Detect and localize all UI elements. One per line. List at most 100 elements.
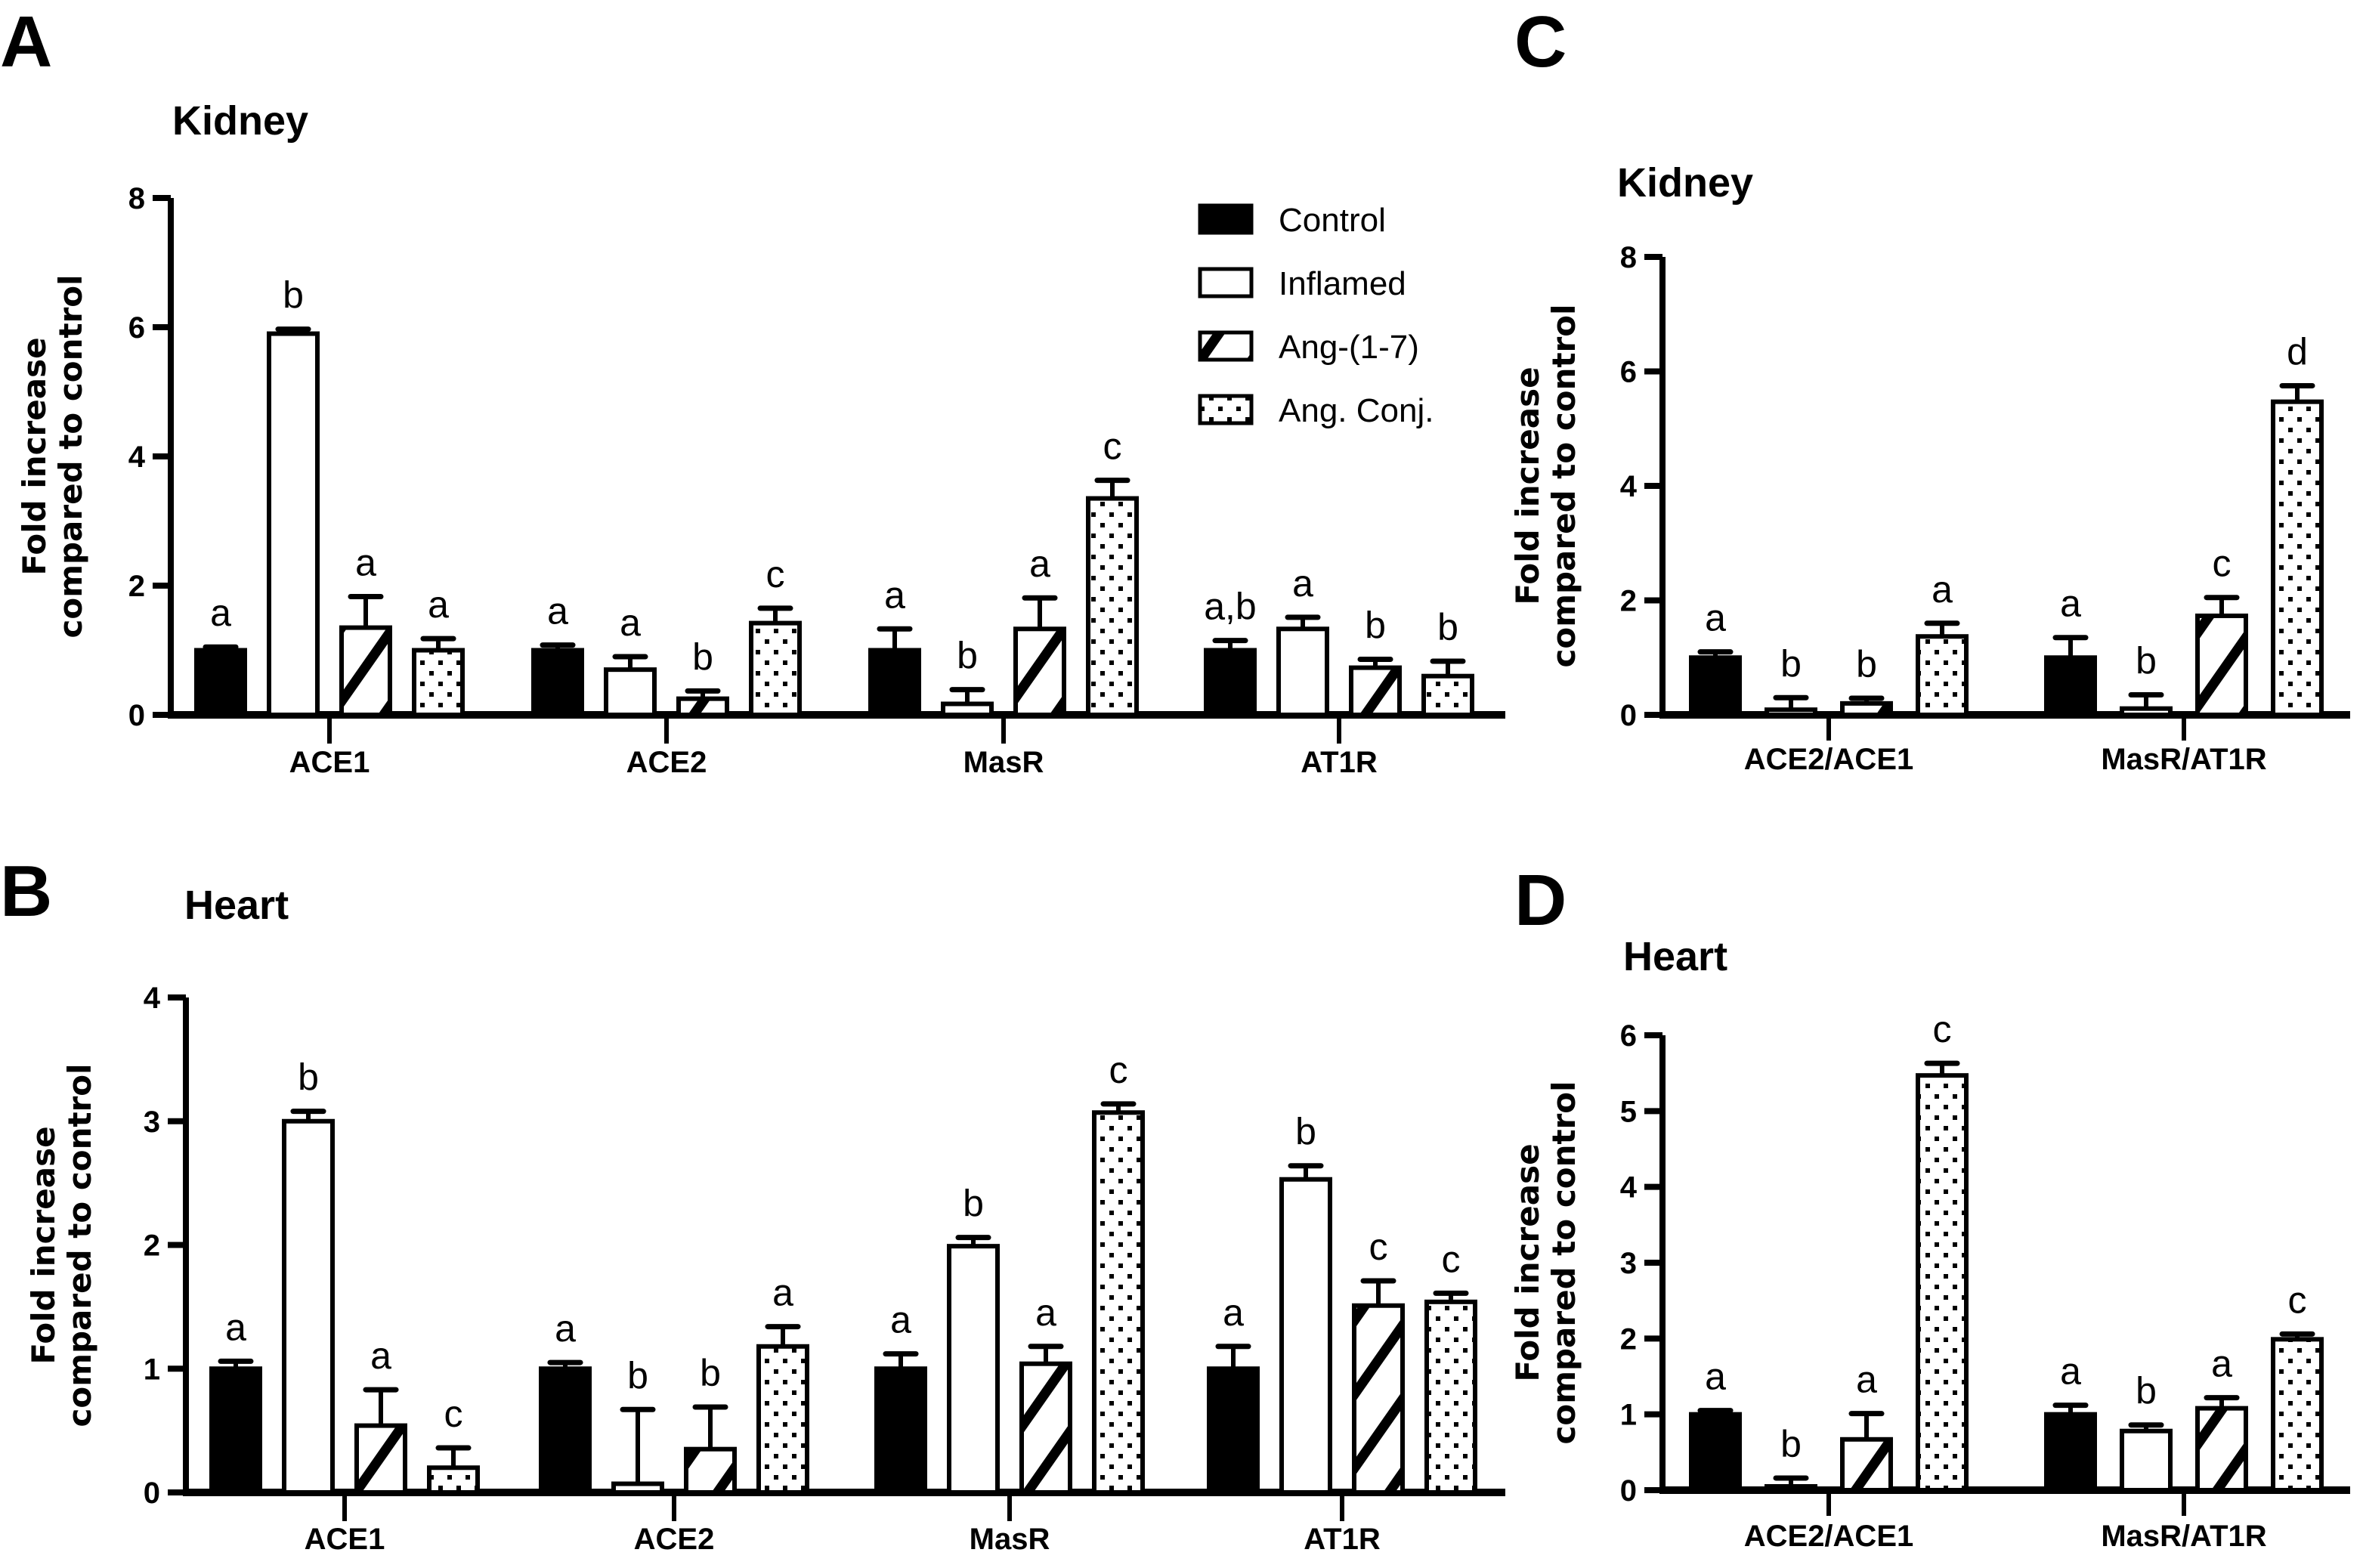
panel-a-significance-label: b	[283, 274, 304, 317]
panel-c-significance-label: b	[1780, 642, 1802, 685]
panel-d-significance-label: b	[2136, 1370, 2157, 1412]
panel-d-y-tick-label: 4	[1620, 1171, 1638, 1205]
panel-b-significance-label: a	[1035, 1291, 1056, 1334]
panel-d-bar-ang17	[1840, 1437, 1893, 1492]
panel-c-significance-label: a	[2060, 583, 2081, 625]
panel-b-category-label: ACE2	[634, 1523, 715, 1556]
panel-b-y-axis-label: Fold increasecompared to control	[25, 1063, 98, 1427]
legend-swatch-ang17	[1198, 330, 1254, 362]
legend-label-angconj: Ang. Conj.	[1279, 392, 1434, 429]
panel-c-significance-label: b	[2136, 639, 2157, 682]
panel-c-bar-control	[2044, 655, 2097, 717]
panel-b-bar-inflamed	[611, 1481, 664, 1495]
panel-d-category-label: ACE2/ACE1	[1744, 1520, 1914, 1553]
panel-a-y-axis-label: Fold increasecompared to control	[16, 274, 89, 638]
panel-b-bar-angconj	[756, 1344, 809, 1495]
panel-b-significance-label: b	[700, 1352, 721, 1394]
legend-swatch-angconj	[1198, 394, 1254, 425]
panel-a-bar-angconj	[1086, 496, 1139, 717]
legend-swatch-inflamed	[1198, 267, 1254, 298]
panel-a-significance-label: b	[1437, 606, 1458, 648]
panel-a-bar-ang17	[339, 625, 392, 718]
panel-a-bar-inflamed	[267, 331, 320, 717]
panel-d-significance-label: c	[2288, 1279, 2307, 1321]
panel-d-significance-label: a	[1856, 1359, 1877, 1401]
panel-c-kidney-ratios: C Kidney 0 2 4 6 8 Fold increasecompared to c…	[1509, 2, 2350, 776]
panel-a-bar-ang17	[676, 696, 729, 717]
panel-a-significance-label: b	[1365, 604, 1386, 646]
panel-b-significance-label: b	[963, 1183, 984, 1225]
panel-d-y-tick-label: 1	[1620, 1399, 1637, 1432]
panel-letter-b: B	[0, 851, 52, 932]
panel-a-bar-inflamed	[941, 701, 994, 718]
panel-d-bar-control	[1689, 1412, 1742, 1492]
panel-b-bar-control	[209, 1366, 262, 1495]
panel-a-bar-control	[194, 648, 247, 717]
panel-d-y-tick-label: 6	[1620, 1019, 1637, 1053]
panel-a-significance-label: a	[355, 542, 376, 584]
panel-d-y-axis-label: Fold increasecompared to control	[1509, 1081, 1582, 1444]
panel-b-category-label: ACE1	[305, 1523, 385, 1556]
panel-letter-d: D	[1514, 860, 1567, 941]
panel-d-bar-ang17	[2195, 1406, 2248, 1493]
panel-a-y-tick-label: 4	[128, 441, 146, 474]
panel-a-y-tick-label: 2	[128, 570, 145, 603]
panel-b-significance-label: c	[1109, 1049, 1128, 1091]
panel-b-category-label: AT1R	[1304, 1523, 1381, 1556]
panel-c-significance-label: a	[1932, 568, 1953, 611]
legend: Control Inflamed Ang-(1-7) Ang. Conj.	[1198, 202, 1434, 429]
panel-a-bar-angconj	[749, 620, 802, 718]
legend-swatch-control	[1198, 203, 1254, 235]
panel-d-significance-label: a	[2060, 1350, 2081, 1393]
panel-b-significance-label: b	[1295, 1111, 1316, 1153]
panel-letter-a: A	[0, 2, 52, 82]
panel-c-title: Kidney	[1617, 160, 1753, 206]
panel-c-category-label: ACE2/ACE1	[1744, 743, 1914, 776]
panel-a-significance-label: a	[620, 602, 641, 644]
panel-d-bar-inflamed	[1765, 1483, 1817, 1492]
panel-b-significance-label: c	[444, 1393, 463, 1435]
panel-d-y-tick-label: 5	[1620, 1095, 1637, 1128]
panel-a-bar-inflamed	[604, 667, 657, 718]
panel-c-significance-label: b	[1856, 643, 1877, 685]
panel-b-significance-label: b	[298, 1056, 319, 1099]
panel-d-bar-angconj	[1916, 1073, 1969, 1492]
panel-a-axes: 0 2 4 6 8 Fold increasecompared to control ACE…	[16, 182, 1505, 779]
panel-a-bar-control	[868, 648, 921, 717]
panel-c-y-tick-label: 8	[1620, 241, 1637, 274]
panel-d-y-tick-label: 0	[1620, 1474, 1637, 1508]
panel-a-category-label: ACE1	[289, 746, 370, 779]
panel-a-y-tick-label: 0	[128, 699, 145, 732]
panel-a-significance-label: a	[547, 590, 568, 632]
panel-d-significance-label: a	[2211, 1343, 2232, 1385]
panel-b-y-tick-label: 2	[144, 1229, 160, 1263]
panel-b-y-tick-label: 4	[144, 982, 161, 1015]
panel-b-heart-genes: B Heart 0 1 2 3 4 Fold increasecompared to co…	[0, 851, 1505, 1556]
panel-d-bar-inflamed	[2120, 1428, 2173, 1492]
panel-c-y-tick-label: 6	[1620, 356, 1637, 389]
panel-b-y-tick-label: 1	[144, 1353, 160, 1386]
panel-d-significance-label: a	[1705, 1356, 1726, 1398]
panel-b-bar-control	[874, 1366, 927, 1495]
panel-b-bar-angconj	[427, 1465, 480, 1495]
panel-d-bar-angconj	[2271, 1337, 2324, 1492]
panel-c-bar-inflamed	[1765, 707, 1817, 717]
panel-a-bar-ang17	[1013, 626, 1066, 717]
panel-a-significance-label: c	[766, 553, 785, 595]
panel-d-axes: 0 1 2 3 4 5 6 Fold increasecompared to control A…	[1509, 1008, 2350, 1553]
panel-a-significance-label: a	[884, 574, 905, 616]
panel-b-bar-inflamed	[1279, 1177, 1332, 1495]
panel-b-bar-ang17	[1019, 1361, 1072, 1495]
legend-label-inflamed: Inflamed	[1279, 265, 1406, 302]
panel-c-bar-control	[1689, 655, 1742, 717]
panel-c-significance-label: d	[2287, 330, 2308, 373]
panel-b-bar-control	[539, 1366, 592, 1495]
panel-b-bar-ang17	[354, 1423, 407, 1495]
panel-b-bar-angconj	[1092, 1110, 1145, 1495]
panel-a-title: Kidney	[172, 98, 308, 144]
panel-a-bar-control	[531, 648, 584, 717]
panel-a-bar-inflamed	[1276, 626, 1329, 717]
panel-b-significance-label: c	[1369, 1226, 1388, 1268]
panel-c-bar-angconj	[1916, 634, 1969, 717]
